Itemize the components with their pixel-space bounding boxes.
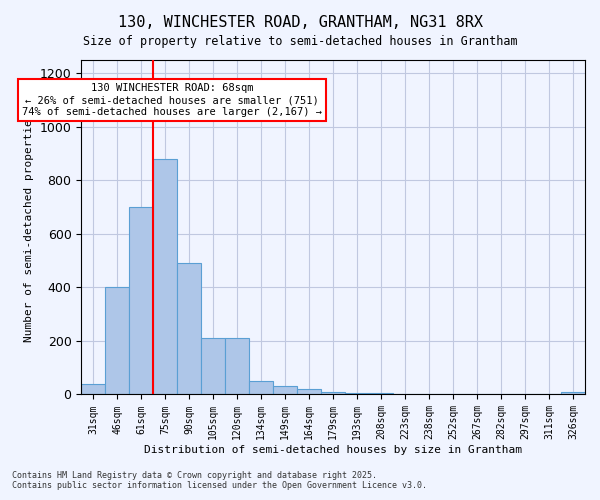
Bar — [153, 159, 177, 394]
Bar — [345, 393, 369, 394]
Bar — [225, 338, 249, 394]
Bar — [129, 207, 153, 394]
Bar — [561, 392, 585, 394]
Bar — [369, 393, 393, 394]
Y-axis label: Number of semi-detached properties: Number of semi-detached properties — [24, 112, 34, 342]
Bar — [177, 264, 201, 394]
Text: 130 WINCHESTER ROAD: 68sqm
← 26% of semi-detached houses are smaller (751)
74% o: 130 WINCHESTER ROAD: 68sqm ← 26% of semi… — [22, 84, 322, 116]
Text: 130, WINCHESTER ROAD, GRANTHAM, NG31 8RX: 130, WINCHESTER ROAD, GRANTHAM, NG31 8RX — [118, 15, 482, 30]
Bar — [82, 384, 105, 394]
Bar — [273, 386, 297, 394]
Text: Contains HM Land Registry data © Crown copyright and database right 2025.
Contai: Contains HM Land Registry data © Crown c… — [12, 470, 427, 490]
Text: Size of property relative to semi-detached houses in Grantham: Size of property relative to semi-detach… — [83, 35, 517, 48]
X-axis label: Distribution of semi-detached houses by size in Grantham: Distribution of semi-detached houses by … — [144, 445, 522, 455]
Bar — [105, 288, 129, 395]
Bar — [249, 381, 273, 394]
Bar — [297, 389, 321, 394]
Bar — [321, 392, 345, 394]
Bar — [201, 338, 225, 394]
